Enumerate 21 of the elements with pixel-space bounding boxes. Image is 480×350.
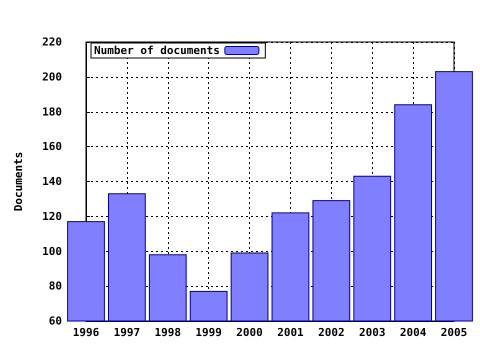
y-tick-label: 60: [48, 314, 62, 328]
y-tick-label: 180: [42, 105, 62, 118]
y-tick-label: 200: [42, 70, 62, 84]
x-tick-label: 2001: [277, 326, 304, 339]
x-tick-label: 1997: [114, 326, 140, 339]
y-tick-label: 100: [42, 244, 62, 258]
x-tick-label: 2004: [400, 326, 427, 339]
x-tick-label: 2000: [236, 326, 263, 339]
y-axis-title: Documents: [12, 152, 25, 212]
y-tick-label: 160: [42, 140, 62, 154]
x-tick-label: 2005: [440, 326, 468, 339]
y-tick-label: 120: [42, 210, 62, 223]
x-tick-label: 2003: [358, 326, 386, 339]
x-tick-label: 2002: [318, 326, 345, 339]
legend-label: Number of documents: [94, 44, 220, 57]
x-tick-label: 1999: [195, 326, 222, 339]
x-tick-label: 1996: [72, 326, 100, 339]
y-tick-label: 140: [42, 175, 62, 188]
y-tick-label: 220: [42, 36, 62, 48]
x-tick-label: 1998: [154, 326, 182, 339]
y-tick-label: 80: [48, 280, 62, 293]
